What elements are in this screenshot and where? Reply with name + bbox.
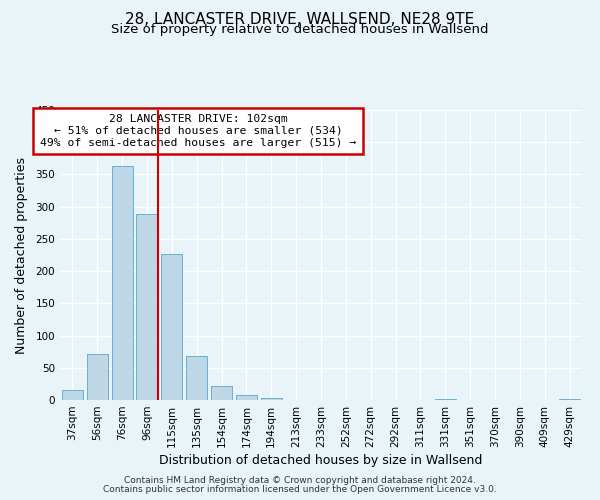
Bar xyxy=(161,254,182,400)
Bar xyxy=(559,398,580,400)
Bar xyxy=(211,386,232,400)
Bar xyxy=(236,396,257,400)
Bar xyxy=(261,398,282,400)
X-axis label: Distribution of detached houses by size in Wallsend: Distribution of detached houses by size … xyxy=(160,454,482,467)
Bar xyxy=(62,390,83,400)
Text: Size of property relative to detached houses in Wallsend: Size of property relative to detached ho… xyxy=(111,22,489,36)
Bar xyxy=(435,398,456,400)
Bar xyxy=(186,356,207,400)
Text: Contains public sector information licensed under the Open Government Licence v3: Contains public sector information licen… xyxy=(103,485,497,494)
Text: Contains HM Land Registry data © Crown copyright and database right 2024.: Contains HM Land Registry data © Crown c… xyxy=(124,476,476,485)
Bar xyxy=(87,354,108,400)
Y-axis label: Number of detached properties: Number of detached properties xyxy=(16,156,28,354)
Text: 28 LANCASTER DRIVE: 102sqm
← 51% of detached houses are smaller (534)
49% of sem: 28 LANCASTER DRIVE: 102sqm ← 51% of deta… xyxy=(40,114,356,148)
Text: 28, LANCASTER DRIVE, WALLSEND, NE28 9TE: 28, LANCASTER DRIVE, WALLSEND, NE28 9TE xyxy=(125,12,475,28)
Bar xyxy=(136,214,158,400)
Bar xyxy=(112,166,133,400)
